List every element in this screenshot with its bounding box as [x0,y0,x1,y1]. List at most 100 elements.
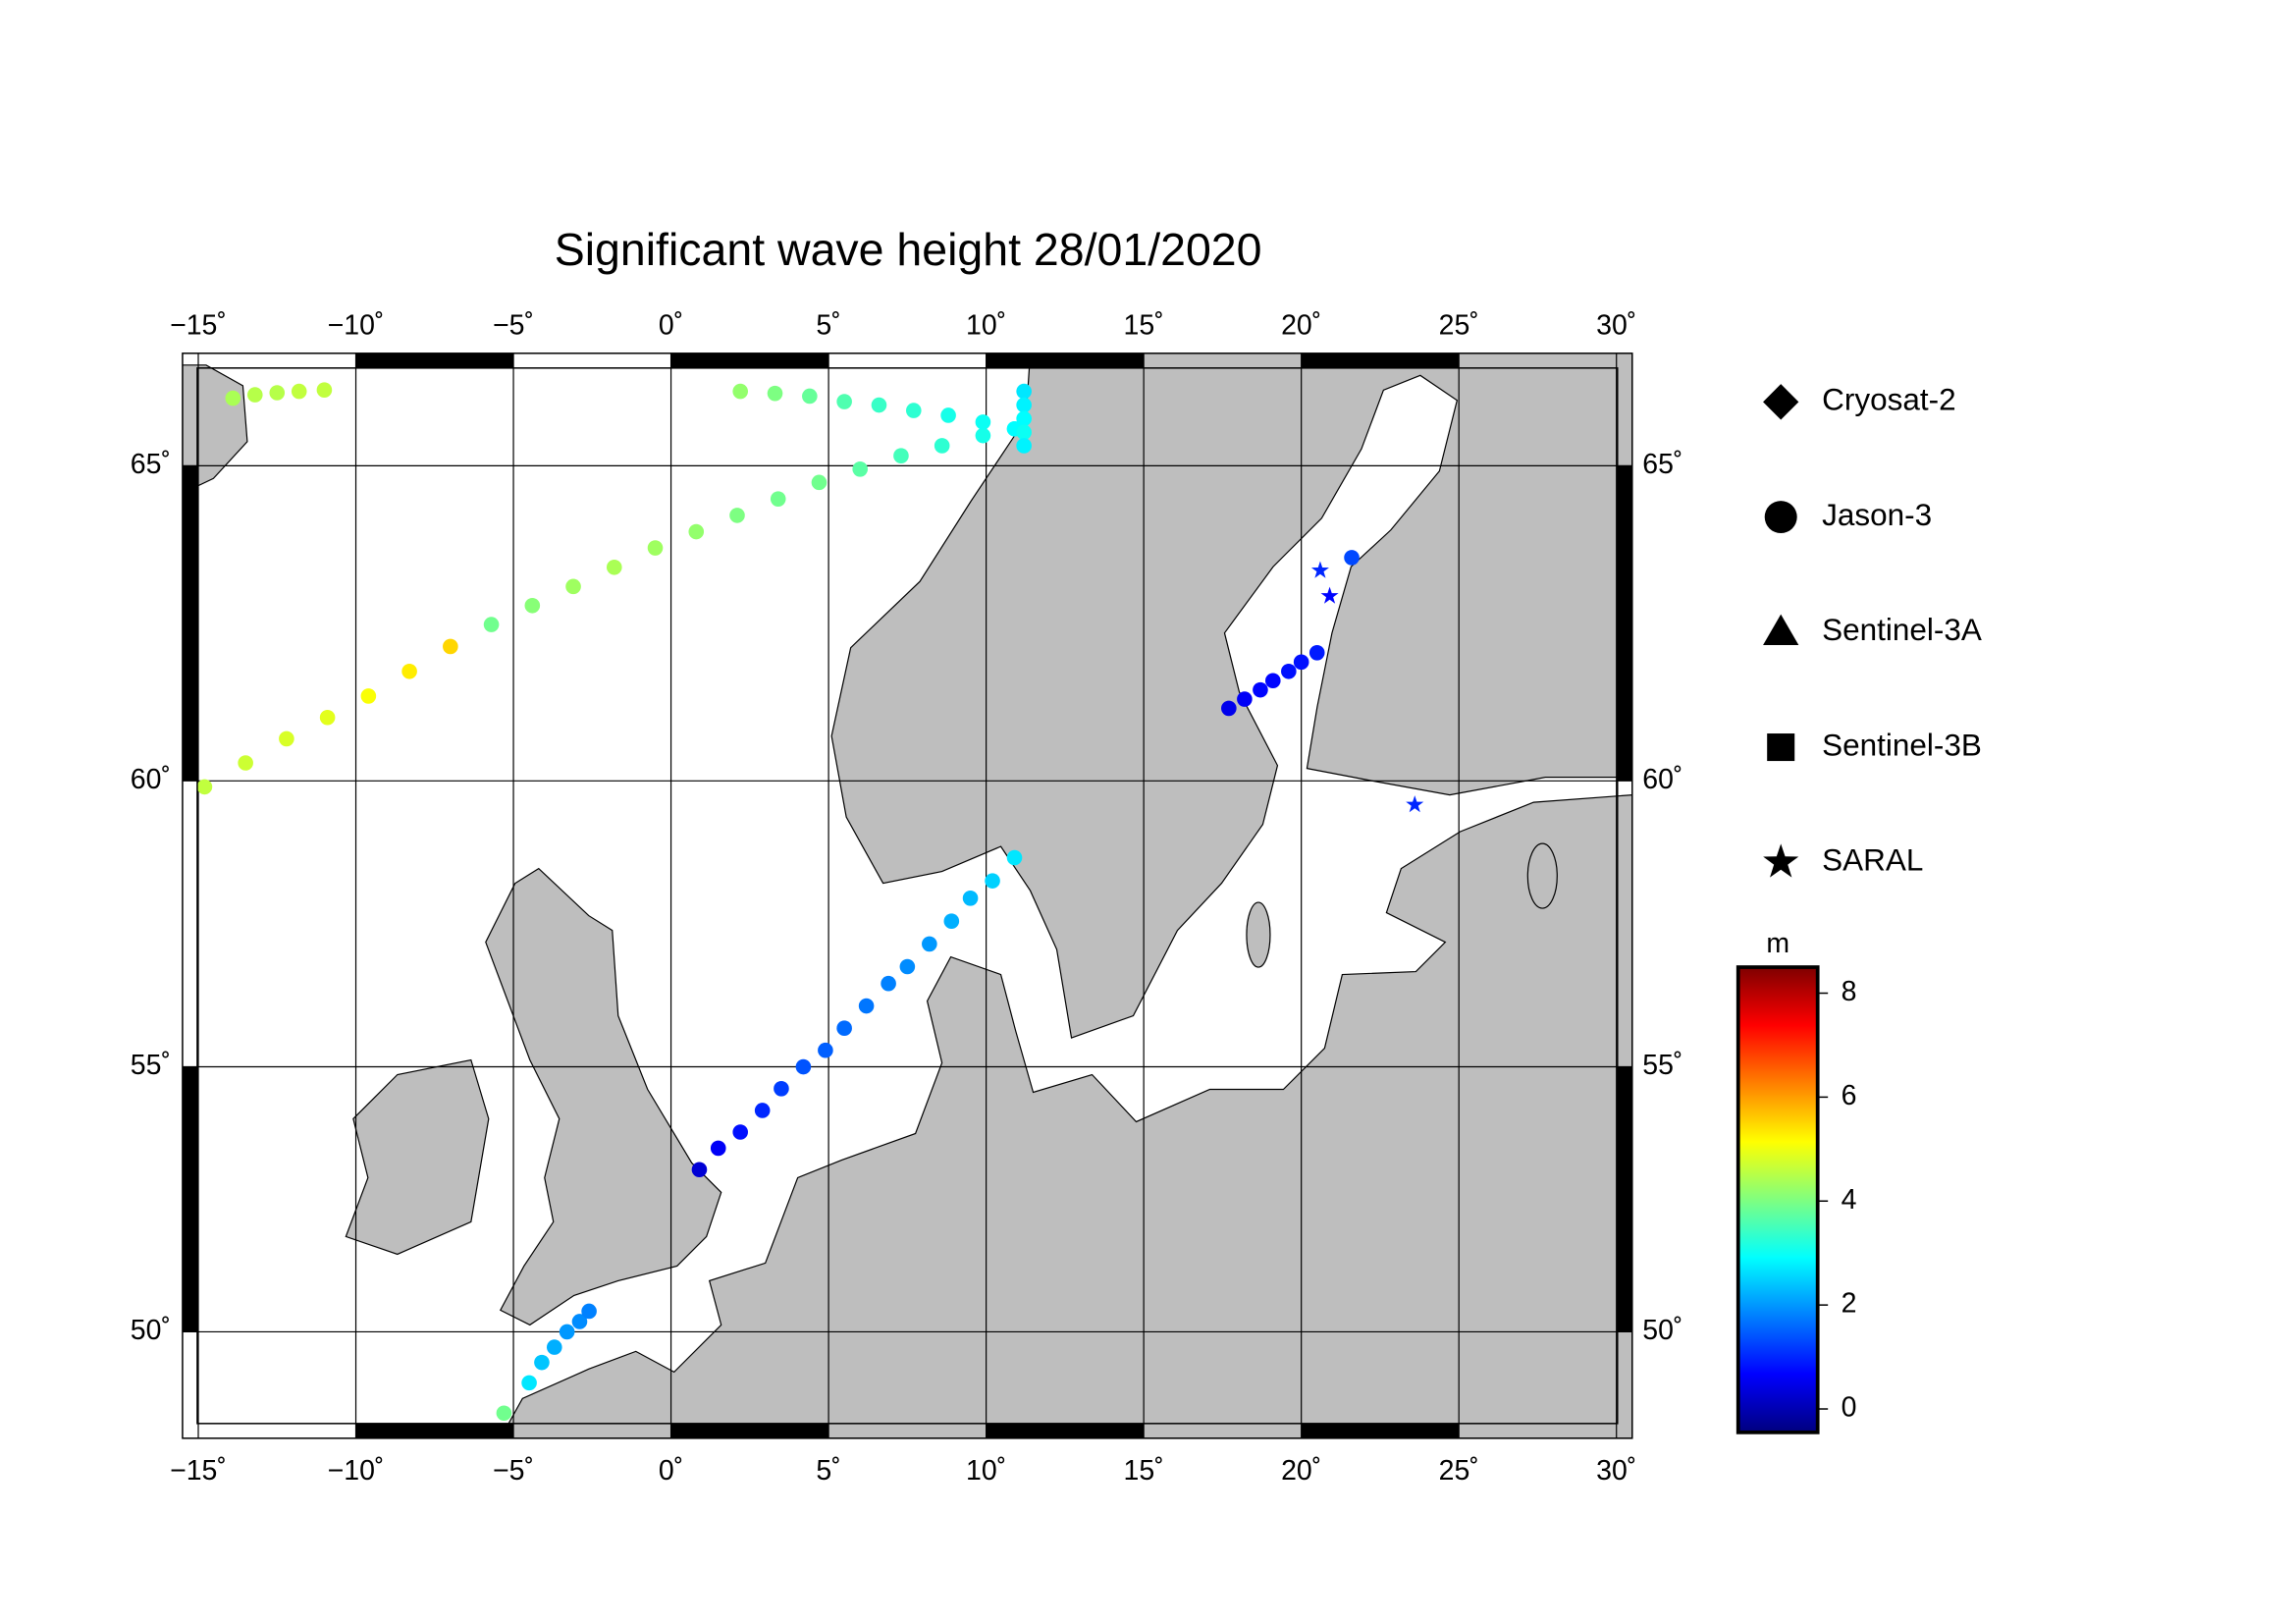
map-frame [182,352,1633,1439]
ireland [345,1058,490,1256]
data-point [1308,645,1325,661]
x-tick-label: 25˚ [1439,309,1479,341]
map-inner-frame [196,367,1619,1425]
data-point [1310,561,1329,578]
data-point [893,448,909,463]
data-point [688,523,705,540]
data-point [940,407,956,423]
data-point [534,1354,550,1371]
x-tick-label: 0˚ [659,309,683,341]
data-point [1406,795,1424,813]
x-tick-label: 30˚ [1596,1455,1636,1487]
data-point [975,427,991,444]
legend-marker [1763,384,1799,420]
legend-label: Sentinel-3B [1822,728,1982,762]
colorbar-tick-label: 2 [1842,1288,1857,1320]
x-tick-label: −5˚ [493,1455,534,1487]
y-tick-label: 65˚ [1642,449,1682,480]
europe [500,794,1632,1438]
legend-label: Cryosat-2 [1822,383,1955,417]
data-point [767,385,783,402]
data-point [1016,383,1032,400]
data-point [1253,681,1268,698]
data-point [858,998,875,1014]
data-point [1006,849,1023,866]
data-point [729,508,745,523]
legend-marker [1763,843,1799,878]
data-point [922,936,937,952]
colorbar-gradient [1735,965,1820,1434]
x-tick-label: 15˚ [1124,309,1164,341]
x-tick-label: 20˚ [1281,309,1321,341]
data-point [238,755,253,771]
frame-bar [986,352,1145,368]
data-point [496,1405,512,1422]
data-point [571,1314,588,1329]
data-point [691,1162,708,1178]
frame-bar [182,465,197,782]
frame-bar [355,1423,514,1438]
x-tick-label: 30˚ [1596,309,1636,341]
data-point [443,638,458,655]
data-point [1293,654,1309,671]
legend-label: Sentinel-3A [1822,613,1982,647]
data-point [710,1140,726,1157]
data-point [606,559,622,575]
legend-marker [1767,733,1795,762]
data-point [754,1103,771,1118]
oland [1246,901,1271,968]
data-point [647,540,664,556]
data-point [1016,397,1032,413]
data-point [943,913,960,929]
x-tick-label: 10˚ [966,1455,1006,1487]
y-tick-label: 55˚ [131,1050,171,1081]
data-point [770,491,786,507]
frame-bar [1617,1066,1632,1332]
legend-marker [1763,614,1799,646]
chart-title: Significant wave height 28/01/2020 [555,224,1262,275]
data-point [559,1324,575,1340]
y-tick-label: 50˚ [1642,1315,1682,1346]
y-tick-label: 65˚ [131,449,171,480]
data-point [962,891,979,906]
x-tick-label: 25˚ [1439,1455,1479,1487]
x-tick-label: −15˚ [170,309,227,341]
data-point [836,394,852,409]
colorbar-tick-label: 0 [1842,1392,1857,1424]
legend-label: SARAL [1822,843,1923,878]
scandinavia [830,352,1632,1039]
x-tick-label: −15˚ [170,1455,227,1487]
gotland [1526,842,1558,909]
data-point [316,382,333,398]
data-point [811,474,828,491]
frame-bar [1301,352,1460,368]
data-point [565,578,581,595]
data-point [818,1042,833,1058]
data-point [934,438,950,454]
points [196,382,1424,1422]
x-tick-label: 15˚ [1124,1455,1164,1487]
data-point [269,385,286,401]
data-point [524,597,541,614]
colorbar-tick-label: 6 [1842,1080,1857,1111]
data-point [246,387,263,403]
data-point [1281,663,1297,679]
legend-label: Jason-3 [1822,498,1932,532]
y-tick-label: 60˚ [131,764,171,795]
x-tick-label: 5˚ [816,1455,840,1487]
y-tick-label: 60˚ [1642,764,1682,795]
data-point [225,390,241,406]
legend: Cryosat-2 Jason-3 Sentinel-3A Sentinel-3B SA… [1763,383,1982,878]
colorbar-tick-label: 4 [1842,1184,1857,1216]
frame-bar [182,1066,197,1332]
data-point [905,403,922,418]
data-point [732,383,749,400]
data-point [1016,424,1032,441]
data-point [985,873,1000,889]
data-point [1016,438,1032,454]
y-tick-label: 55˚ [1642,1050,1682,1081]
data-point [975,414,991,430]
x-tick-label: 5˚ [816,309,840,341]
